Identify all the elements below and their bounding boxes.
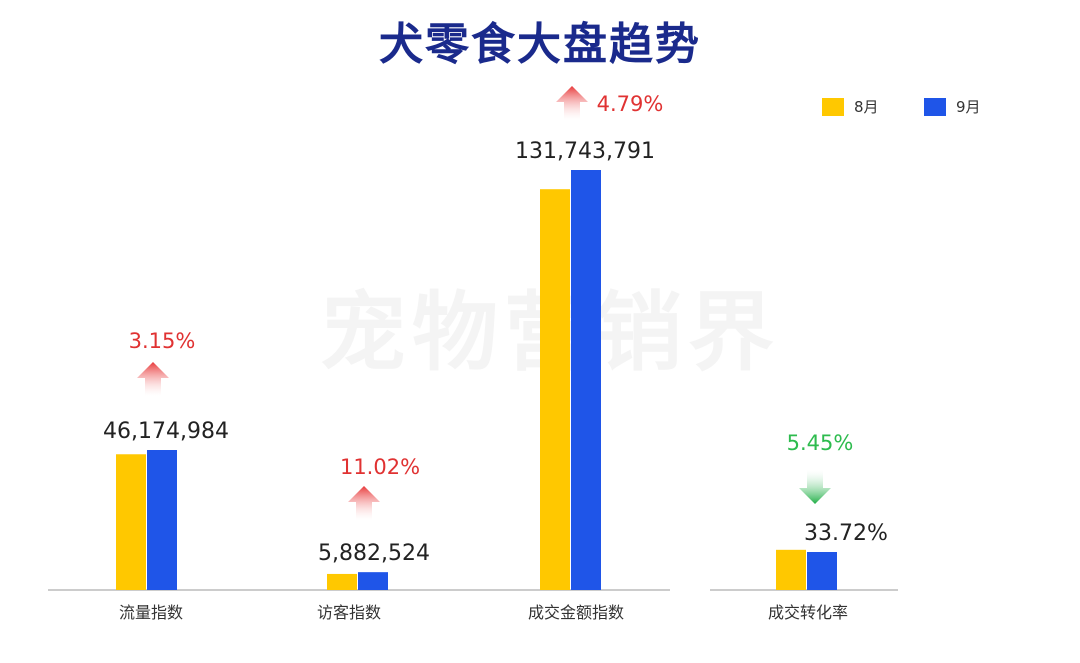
legend-swatch-aug — [822, 97, 844, 116]
bar-sep-2 — [571, 170, 601, 590]
bar-aug-2 — [540, 189, 570, 590]
arrow-down-icon-3 — [799, 470, 831, 504]
legend-label-sep: 9月 — [956, 98, 981, 116]
change-label-3: 5.45% — [787, 431, 854, 455]
value-label-1: 5,882,524 — [318, 541, 430, 566]
value-label-0: 46,174,984 — [103, 419, 229, 444]
category-label-1: 访客指数 — [317, 603, 381, 622]
bar-aug-0 — [116, 454, 146, 590]
chart-title: 犬零食大盘趋势 — [379, 19, 701, 70]
change-label-1: 11.02% — [340, 455, 420, 479]
bar-sep-1 — [358, 572, 388, 590]
arrow-up-icon-2 — [556, 86, 588, 120]
legend-label-aug: 8月 — [854, 98, 879, 116]
category-label-2: 成交金额指数 — [528, 603, 624, 622]
legend-sep: 9月 — [924, 96, 981, 117]
legend-swatch-sep — [924, 97, 946, 116]
change-label-2: 4.79% — [597, 92, 664, 116]
bar-aug-1 — [327, 573, 357, 590]
legend: 8月 — [822, 96, 879, 117]
bar-sep-3 — [807, 552, 837, 590]
value-label-2: 131,743,791 — [515, 139, 655, 164]
category-label-0: 流量指数 — [119, 603, 183, 622]
arrow-up-icon-0 — [137, 362, 169, 396]
bar-aug-3 — [776, 549, 806, 590]
arrow-up-icon-1 — [348, 486, 380, 520]
value-label-3: 33.72% — [804, 521, 888, 546]
change-label-0: 3.15% — [129, 329, 196, 353]
bar-sep-0 — [147, 450, 177, 590]
category-label-3: 成交转化率 — [768, 603, 848, 622]
